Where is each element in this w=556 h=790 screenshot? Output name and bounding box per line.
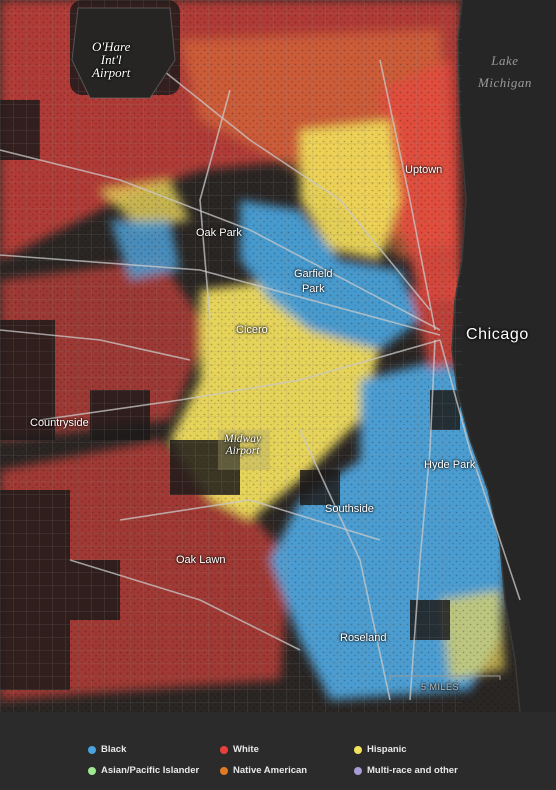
midway-label-line1: Midway [224,433,262,445]
ohare-label: O'Hare Int'l Airport [92,40,130,79]
legend-swatch [354,745,362,754]
garfield-park-label: Garfield Park [294,267,333,297]
ohare-label-line1: O'Hare [92,39,131,54]
legend-label: White [233,744,259,755]
legend-item-hispanic: Hispanic [354,744,407,755]
chicago-label: Chicago [466,326,529,343]
lake-michigan-label: Lake Michigan [478,50,532,94]
midway-label: Midway Airport [224,433,261,457]
scale-bar [389,675,501,680]
legend-swatch [88,745,96,754]
legend-label: Hispanic [367,744,407,755]
lake-michigan [452,0,556,712]
roseland-label: Roseland [340,632,387,644]
uptown-label: Uptown [405,164,443,176]
midway-airport-area [218,430,270,470]
legend-item-white: White [220,744,259,755]
legend-item-black: Black [88,744,126,755]
legend-item-multi-race: Multi-race and other [354,765,458,776]
ohare-airport-area [71,7,176,99]
lake-label-line2: Michigan [478,75,532,90]
legend-swatch [354,766,362,775]
oak-lawn-label: Oak Lawn [176,554,226,566]
legend-label: Multi-race and other [367,765,458,776]
legend-label: Asian/Pacific Islander [101,765,200,776]
legend-item-asian: Asian/Pacific Islander [88,765,199,776]
southside-label: Southside [325,503,374,515]
legend-swatch [220,766,228,775]
garfield-label-line1: Garfield [294,268,333,280]
countryside-label: Countryside [30,417,89,429]
ohare-label-line2: Int'l [100,52,122,67]
scale-label: 5 MILES [421,682,460,692]
dot-density-map: Lake Michigan O'Hare Int'l Airport Uptow… [0,0,556,712]
cicero-label: Cicero [236,324,268,336]
highways [0,59,521,701]
legend-label: Native American [233,765,308,776]
legend: Black White Hispanic Asian/Pacific Islan… [0,712,556,790]
garfield-label-line2: Park [301,283,325,295]
legend-label: Black [101,744,127,755]
legend-swatch [220,745,228,754]
legend-item-native-american: Native American [220,765,307,776]
map-canvas [0,0,556,712]
lake-label-line1: Lake [491,53,519,68]
midway-label-line2: Airport [225,445,260,457]
legend-swatch [88,766,96,775]
oak-park-label: Oak Park [196,227,242,239]
hyde-park-label: Hyde Park [424,459,476,471]
ohare-label-line3: Airport [92,65,131,80]
